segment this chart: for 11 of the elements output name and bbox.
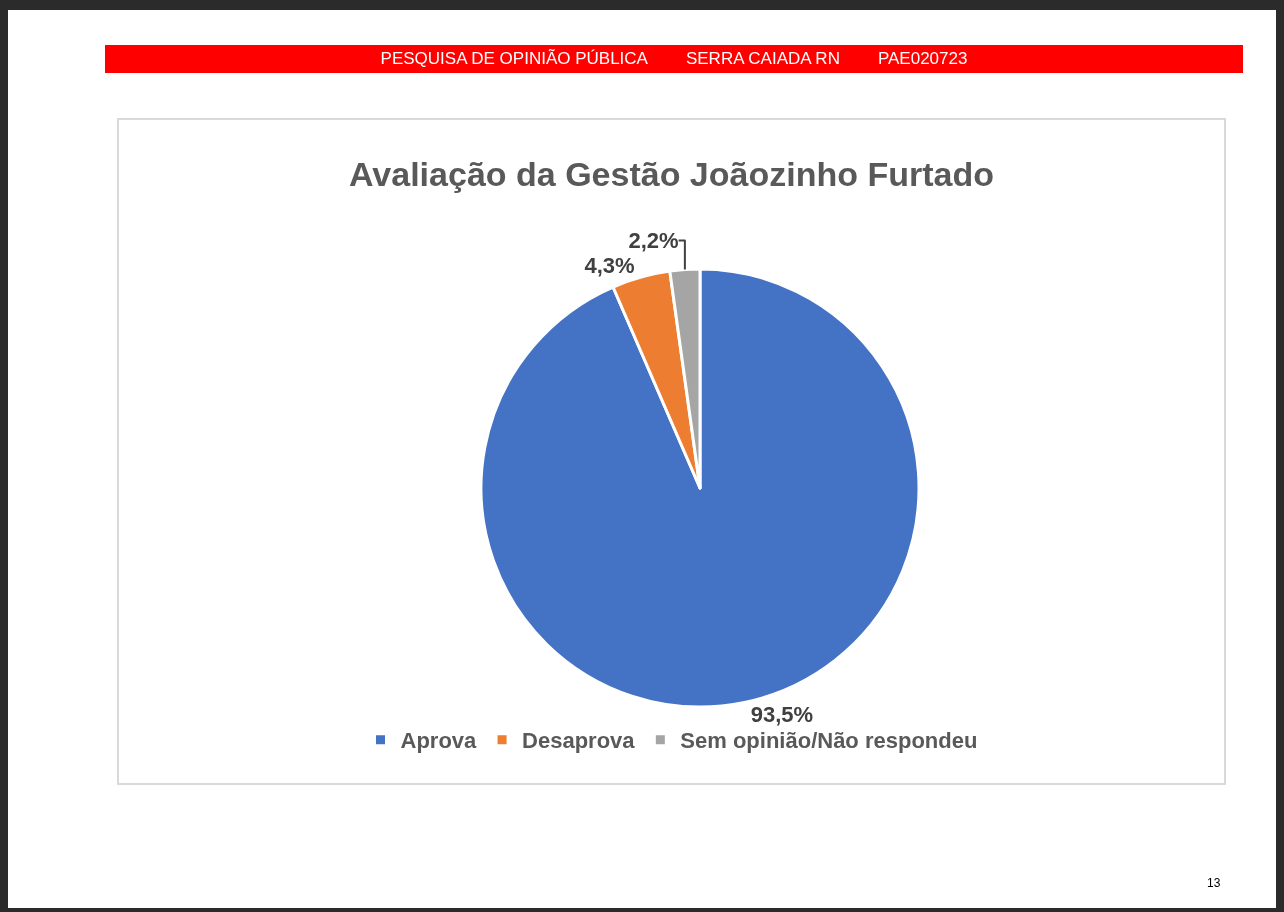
legend-label: Sem opinião/Não respondeu: [680, 728, 978, 754]
text: PESQUISA DE OPINIÃO PÚBLICA: [380, 49, 648, 69]
text: SERRA CAIADA RN: [685, 49, 840, 69]
data-label: 93,5%: [750, 701, 814, 727]
text: PAE020723: [877, 49, 968, 69]
text: 13: [1207, 876, 1221, 890]
legend-label: Aprova: [400, 728, 478, 754]
data-label: 2,2%: [628, 228, 679, 254]
data-label: 4,3%: [584, 253, 635, 279]
legend-label: Desaprova: [522, 728, 636, 754]
chart-title: Avaliação da Gestão Joãozinho Furtado: [349, 154, 994, 193]
